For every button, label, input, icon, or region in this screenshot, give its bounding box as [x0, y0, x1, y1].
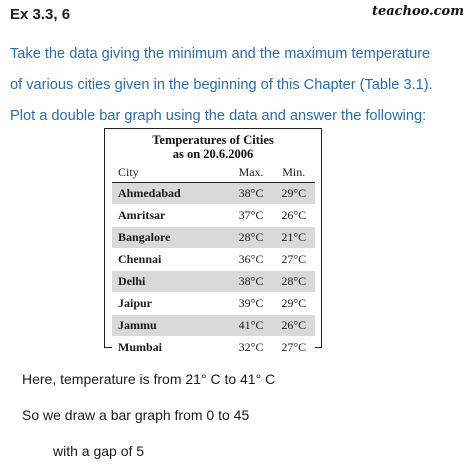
min-temp-cell: 26°C	[272, 314, 315, 337]
table-row: Ahmedabad 38°C 29°C	[112, 182, 315, 205]
question-text: Take the data giving the minimum and the…	[10, 39, 468, 132]
column-header-city: City	[112, 163, 230, 183]
temperature-table: City Max. Min. Ahmedabad 38°C 29°C Amrit…	[112, 163, 315, 359]
min-temp-cell: 28°C	[272, 270, 315, 293]
table-header-row: City Max. Min.	[112, 163, 315, 183]
note-gap: with a gap of 5	[53, 443, 145, 459]
min-temp-cell: 21°C	[272, 226, 315, 249]
min-temp-cell: 26°C	[272, 204, 315, 227]
min-temp-cell: 29°C	[272, 182, 315, 205]
max-temp-cell: 28°C	[229, 226, 273, 249]
city-cell: Chennai	[112, 248, 230, 271]
max-temp-cell: 39°C	[229, 292, 273, 315]
column-header-max: Max.	[229, 163, 273, 183]
brand-logo-text: teachoo.com	[371, 4, 464, 19]
note-range: Here, temperature is from 21° C to 41° C	[22, 371, 276, 387]
table-caption-line: Temperatures of Cities	[152, 133, 274, 147]
max-temp-cell: 32°C	[229, 336, 273, 359]
table-row: Jammu 41°C 26°C	[112, 314, 315, 337]
city-cell: Delhi	[112, 270, 230, 293]
max-temp-cell: 38°C	[229, 182, 273, 205]
city-cell: Jaipur	[112, 292, 230, 315]
min-temp-cell: 27°C	[272, 248, 315, 271]
city-cell: Jammu	[112, 314, 230, 337]
table-row: Chennai 36°C 27°C	[112, 248, 315, 271]
column-header-min: Min.	[272, 163, 315, 183]
question-line: of various cities given in the beginning…	[10, 77, 433, 93]
min-temp-cell: 27°C	[272, 336, 315, 359]
min-temp-cell: 29°C	[272, 292, 315, 315]
city-cell: Mumbai	[112, 336, 230, 359]
question-line: Take the data giving the minimum and the…	[10, 46, 431, 62]
city-cell: Bangalore	[112, 226, 230, 249]
city-cell: Ahmedabad	[112, 182, 230, 205]
table-row: Delhi 38°C 28°C	[112, 270, 315, 293]
max-temp-cell: 37°C	[229, 204, 273, 227]
city-cell: Amritsar	[112, 204, 230, 227]
question-line: Plot a double bar graph using the data a…	[10, 108, 427, 124]
table-row: Amritsar 37°C 26°C	[112, 204, 315, 227]
exercise-heading: Ex 3.3, 6	[10, 6, 71, 23]
max-temp-cell: 36°C	[229, 248, 273, 271]
note-scale: So we draw a bar graph from 0 to 45	[22, 407, 250, 423]
table-row: Jaipur 39°C 29°C	[112, 292, 315, 315]
table-caption: Temperatures of Cities as on 20.6.2006	[105, 129, 321, 161]
table-caption-line: as on 20.6.2006	[172, 147, 254, 161]
temperature-table-image: Temperatures of Cities as on 20.6.2006 C…	[104, 128, 322, 359]
table-row: Bangalore 28°C 21°C	[112, 226, 315, 249]
max-temp-cell: 38°C	[229, 270, 273, 293]
table-row: Mumbai 32°C 27°C	[112, 336, 315, 359]
max-temp-cell: 41°C	[229, 314, 273, 337]
